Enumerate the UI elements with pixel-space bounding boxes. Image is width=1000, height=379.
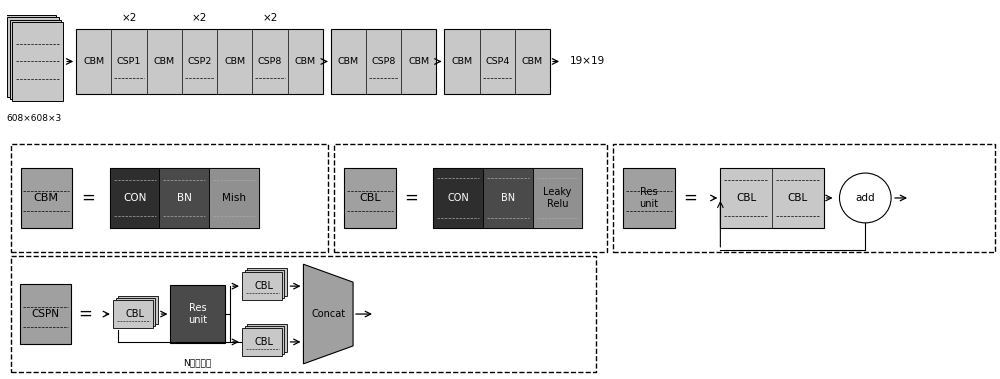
Text: CBM: CBM [451,57,473,66]
FancyBboxPatch shape [483,168,533,228]
Text: CBL: CBL [125,309,144,319]
Text: CBL: CBL [736,193,756,203]
Text: BN: BN [177,193,192,203]
Text: Concat: Concat [311,309,345,319]
Text: =: = [684,189,698,207]
Polygon shape [303,264,353,364]
FancyBboxPatch shape [344,168,396,228]
Text: =: = [81,189,95,207]
FancyBboxPatch shape [113,300,153,328]
Text: 19×19: 19×19 [570,56,605,66]
FancyBboxPatch shape [118,296,158,324]
FancyBboxPatch shape [623,168,675,228]
Text: ×2: ×2 [121,13,137,23]
Text: CSP8: CSP8 [258,57,282,66]
Text: CSP1: CSP1 [117,57,141,66]
Text: CBM: CBM [338,57,359,66]
Text: CBM: CBM [34,193,59,203]
FancyBboxPatch shape [331,29,436,94]
Text: CBL: CBL [359,193,381,203]
Text: add: add [855,193,875,203]
Text: ×2: ×2 [262,13,278,23]
Text: BN: BN [501,193,515,203]
Text: CSP4: CSP4 [485,57,509,66]
Text: CBM: CBM [83,57,104,66]
Text: ×2: ×2 [192,13,207,23]
Text: CON: CON [123,193,146,203]
FancyBboxPatch shape [245,270,284,298]
FancyBboxPatch shape [170,285,225,343]
FancyBboxPatch shape [76,29,323,94]
FancyBboxPatch shape [10,20,61,99]
Text: CBL: CBL [788,193,808,203]
Text: CON: CON [447,193,469,203]
FancyBboxPatch shape [7,17,59,97]
FancyBboxPatch shape [5,15,56,94]
FancyBboxPatch shape [209,168,259,228]
FancyBboxPatch shape [444,29,550,94]
FancyBboxPatch shape [245,326,284,354]
FancyBboxPatch shape [110,168,159,228]
Ellipse shape [839,173,891,223]
Text: CBL: CBL [254,281,273,291]
FancyBboxPatch shape [21,168,72,228]
FancyBboxPatch shape [20,284,71,344]
Text: Mish: Mish [222,193,246,203]
Text: 608×608×3: 608×608×3 [7,114,62,123]
FancyBboxPatch shape [12,22,63,101]
Text: CSP8: CSP8 [371,57,396,66]
Text: N个残差块: N个残差块 [184,359,212,367]
FancyBboxPatch shape [110,168,259,228]
FancyBboxPatch shape [159,168,209,228]
Text: CSPN: CSPN [31,309,59,319]
FancyBboxPatch shape [533,168,582,228]
Text: Leaky
Relu: Leaky Relu [543,187,572,209]
Text: CBM: CBM [154,57,175,66]
Text: CBM: CBM [408,57,429,66]
Text: CBM: CBM [522,57,543,66]
Text: =: = [78,305,92,323]
FancyBboxPatch shape [242,328,282,356]
Text: CBM: CBM [295,57,316,66]
Text: CSP2: CSP2 [187,57,212,66]
Text: CBL: CBL [254,337,273,347]
FancyBboxPatch shape [116,298,155,326]
FancyBboxPatch shape [433,168,483,228]
FancyBboxPatch shape [247,268,287,296]
Text: Res
unit: Res unit [639,187,658,209]
FancyBboxPatch shape [720,168,824,228]
Text: Res
unit: Res unit [188,303,207,325]
FancyBboxPatch shape [433,168,582,228]
Text: CBM: CBM [224,57,245,66]
FancyBboxPatch shape [242,272,282,300]
Text: =: = [405,189,419,207]
FancyBboxPatch shape [247,324,287,351]
